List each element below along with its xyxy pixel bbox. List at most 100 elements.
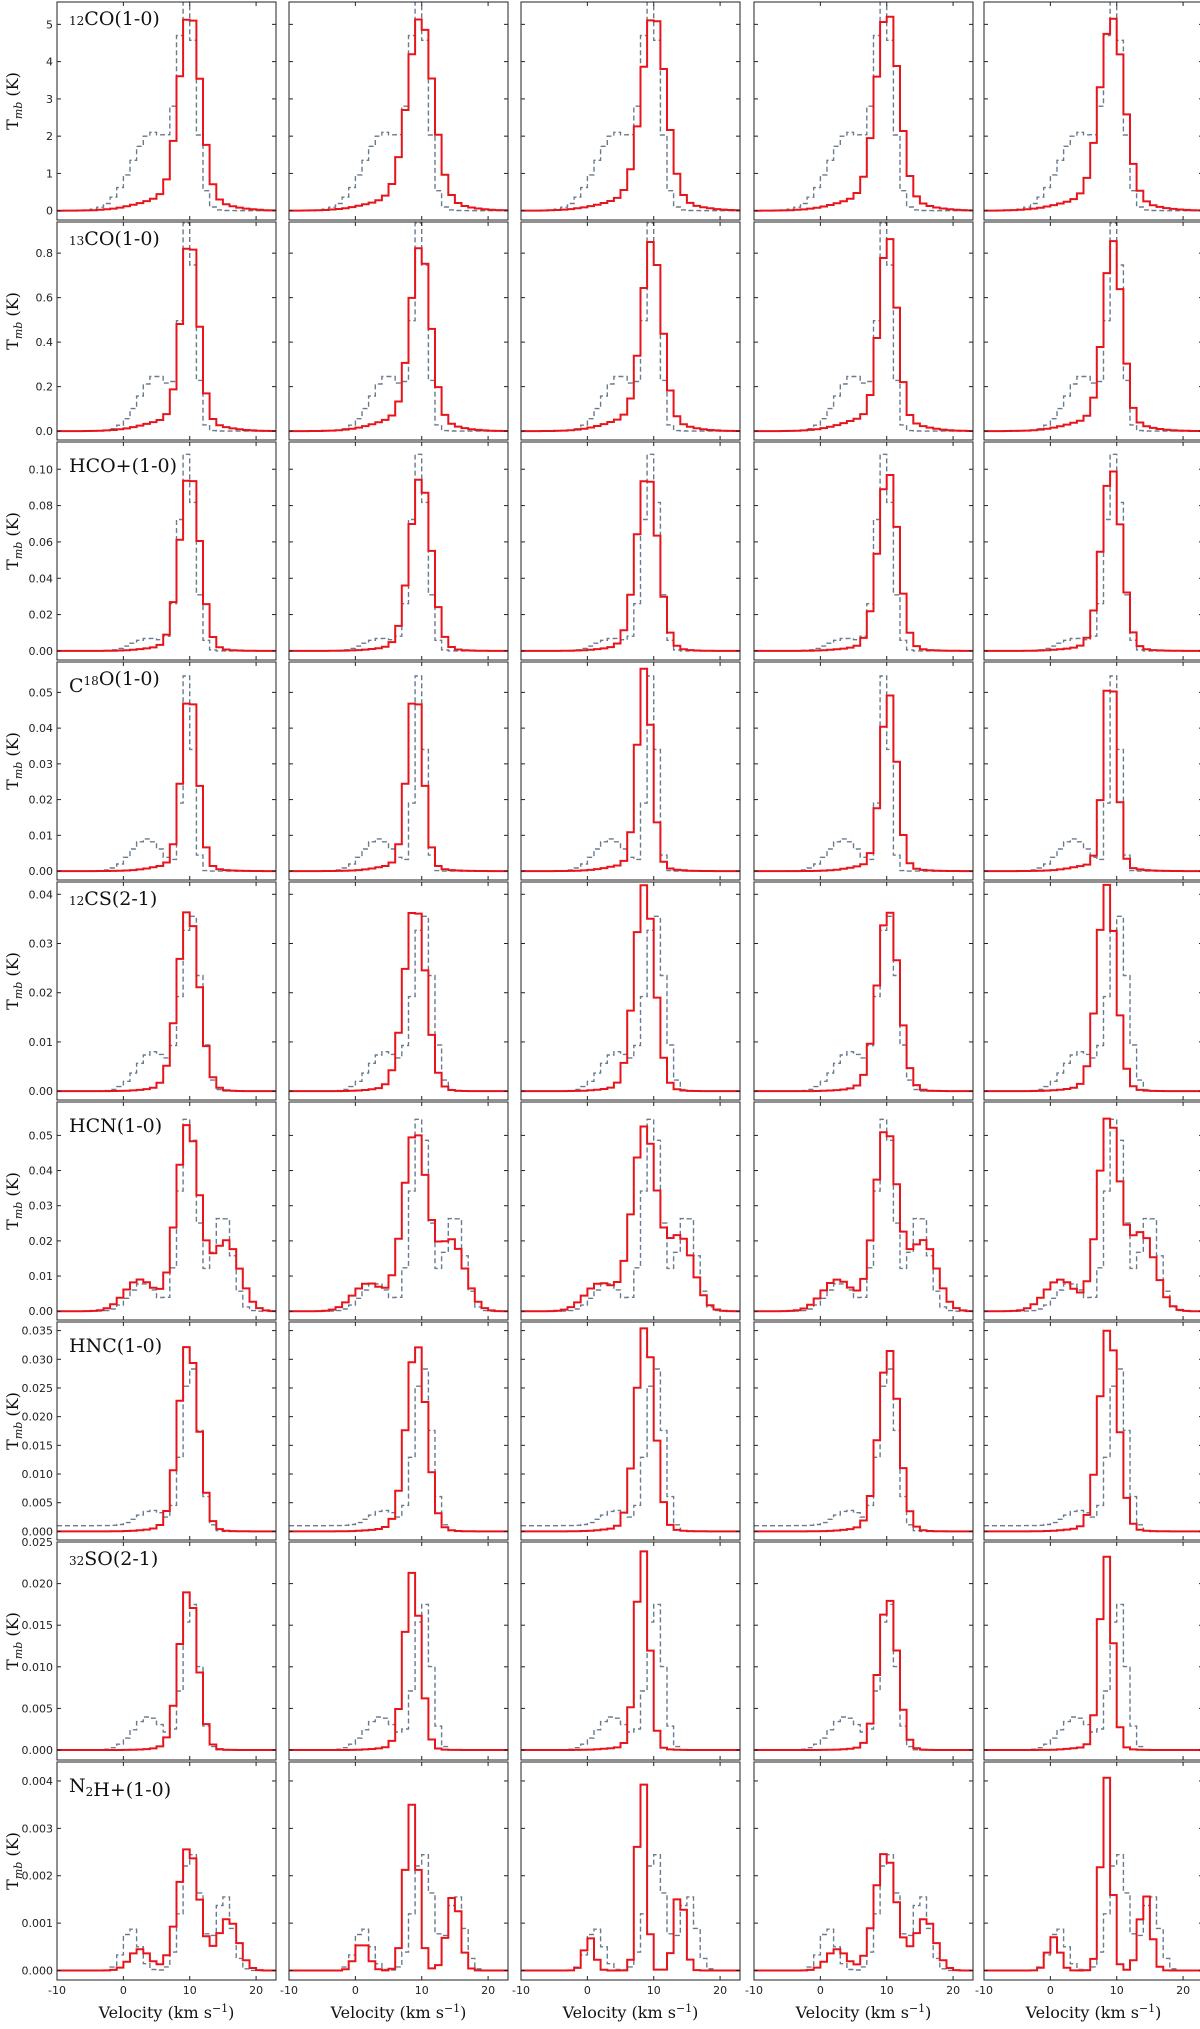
panel-r9-c3: -10 0 10 20 bbox=[512, 1761, 741, 1997]
panel-frame bbox=[288, 441, 509, 661]
x-tick-label: 20 bbox=[481, 1984, 495, 1997]
panel-frame bbox=[56, 1101, 277, 1321]
x-tick-label: 10 bbox=[415, 1984, 429, 1997]
observed-spectrum-dashed bbox=[984, 222, 1200, 432]
observed-spectrum-dashed bbox=[521, 1118, 740, 1312]
panel-r7-c5 bbox=[983, 1321, 1200, 1541]
observed-spectrum-dashed bbox=[754, 1118, 973, 1312]
model-spectrum-solid bbox=[57, 247, 276, 433]
model-spectrum-solid bbox=[289, 702, 508, 873]
panel-frame bbox=[983, 1541, 1200, 1761]
model-spectrum-solid bbox=[57, 702, 276, 873]
panel-r9-c2: -10 0 10 20 bbox=[280, 1761, 509, 1997]
x-tick-label: 10 bbox=[1110, 1984, 1124, 1997]
x-tick-label: 10 bbox=[880, 1984, 894, 1997]
model-spectrum-solid bbox=[984, 1117, 1200, 1313]
model-spectrum-solid bbox=[289, 1346, 508, 1533]
x-axis-title: Velocity (km s−1) bbox=[562, 2002, 699, 2022]
panel-frame bbox=[753, 441, 974, 661]
y-tick-label: 0.04 bbox=[29, 572, 54, 585]
model-spectrum-solid bbox=[289, 1134, 508, 1313]
x-tick-label: -10 bbox=[745, 1984, 763, 1997]
model-spectrum-solid bbox=[521, 884, 740, 1093]
panel-r6-c4 bbox=[753, 1101, 974, 1321]
panel-r3-c4 bbox=[753, 441, 974, 661]
observed-spectrum-dashed bbox=[57, 1854, 276, 1972]
model-spectrum-solid bbox=[57, 18, 276, 212]
observed-spectrum-dashed bbox=[754, 675, 973, 872]
panel-r3-c5 bbox=[983, 441, 1200, 661]
y-tick-label: 0 bbox=[46, 205, 53, 218]
observed-spectrum-dashed bbox=[521, 2, 740, 212]
y-tick-label: 0.020 bbox=[22, 1411, 54, 1424]
panel-r3-c2 bbox=[288, 441, 509, 661]
molecule-label: 12CS(2-1) bbox=[69, 888, 157, 910]
panel-r8-c2 bbox=[288, 1541, 509, 1761]
panel-r5-c3 bbox=[520, 881, 741, 1101]
observed-spectrum-dashed bbox=[984, 1854, 1200, 1972]
panel-frame bbox=[56, 221, 277, 441]
panel-frame bbox=[983, 1101, 1200, 1321]
x-tick-label: 20 bbox=[1176, 1984, 1190, 1997]
panel-frame bbox=[520, 221, 741, 441]
panel-frame bbox=[520, 661, 741, 881]
y-tick-label: 0.05 bbox=[29, 1129, 54, 1142]
panel-frame bbox=[983, 661, 1200, 881]
model-spectrum-solid bbox=[754, 1131, 973, 1313]
y-tick-label: 0.01 bbox=[29, 1270, 54, 1283]
y-tick-label: 0.03 bbox=[29, 938, 54, 951]
observed-spectrum-dashed bbox=[754, 1368, 973, 1533]
observed-spectrum-dashed bbox=[57, 675, 276, 872]
x-tick-label: -10 bbox=[975, 1984, 993, 1997]
panel-r7-c1: 0.000 0.005 0.010 0.015 0.020 0.025 0.030 0.035… bbox=[22, 1321, 277, 1541]
y-tick-label: 0.001 bbox=[22, 1917, 54, 1930]
observed-spectrum-dashed bbox=[984, 453, 1200, 652]
panel-frame bbox=[56, 1761, 277, 1981]
panel-frame bbox=[983, 1761, 1200, 1981]
model-spectrum-solid bbox=[984, 689, 1200, 873]
panel-r4-c4 bbox=[753, 661, 974, 881]
y-tick-label: 0.000 bbox=[22, 1744, 54, 1757]
observed-spectrum-dashed bbox=[289, 222, 508, 432]
panel-frame bbox=[288, 1101, 509, 1321]
molecule-label: C18O(1-0) bbox=[69, 668, 160, 697]
y-tick-label: 0.03 bbox=[29, 1200, 54, 1213]
y-tick-label: 0.00 bbox=[29, 645, 54, 658]
y-tick-label: 0.02 bbox=[29, 987, 54, 1000]
panel-frame bbox=[983, 441, 1200, 661]
model-spectrum-solid bbox=[521, 1125, 740, 1313]
molecule-label: 13CO(1-0) bbox=[69, 228, 160, 250]
observed-spectrum-dashed bbox=[289, 1118, 508, 1312]
panel-r5-c4 bbox=[753, 881, 974, 1101]
model-spectrum-solid bbox=[754, 1599, 973, 1751]
observed-spectrum-dashed bbox=[984, 675, 1200, 872]
observed-spectrum-dashed bbox=[521, 675, 740, 872]
model-spectrum-solid bbox=[289, 478, 508, 652]
y-tick-label: 0.10 bbox=[29, 463, 54, 476]
panel-r1-c1: 0 1 2 3 4 5 12CO(1-0) bbox=[46, 1, 277, 221]
model-spectrum-solid bbox=[984, 17, 1200, 212]
panel-r7-c4 bbox=[753, 1321, 974, 1541]
model-spectrum-solid bbox=[57, 911, 276, 1093]
model-spectrum-solid bbox=[754, 1853, 973, 1972]
panel-frame bbox=[753, 1541, 974, 1761]
observed-spectrum-dashed bbox=[754, 2, 973, 212]
panel-r1-c5 bbox=[983, 1, 1200, 221]
panel-r4-c3 bbox=[520, 661, 741, 881]
panel-frame bbox=[288, 1, 509, 221]
observed-spectrum-dashed bbox=[984, 1118, 1200, 1312]
y-tick-label: 0.00 bbox=[29, 1085, 54, 1098]
panel-r9-c1: -10 0 10 20 0.000 0.001 0.002 0.003 0.004 N2H+(1-… bbox=[22, 1761, 277, 1997]
x-tick-label: 20 bbox=[249, 1984, 263, 1997]
y-tick-label: 0.02 bbox=[29, 1235, 54, 1248]
y-tick-label: 0.002 bbox=[22, 1870, 54, 1883]
panel-frame bbox=[520, 1101, 741, 1321]
y-tick-label: 0.010 bbox=[22, 1661, 54, 1674]
y-tick-label: 0.0 bbox=[36, 425, 54, 438]
y-tick-label: 0.04 bbox=[29, 1165, 54, 1178]
y-tick-label: 0.05 bbox=[29, 686, 54, 699]
panel-frame bbox=[753, 1761, 974, 1981]
y-tick-label: 0.000 bbox=[22, 1965, 54, 1978]
y-tick-label: 0.015 bbox=[22, 1439, 54, 1452]
